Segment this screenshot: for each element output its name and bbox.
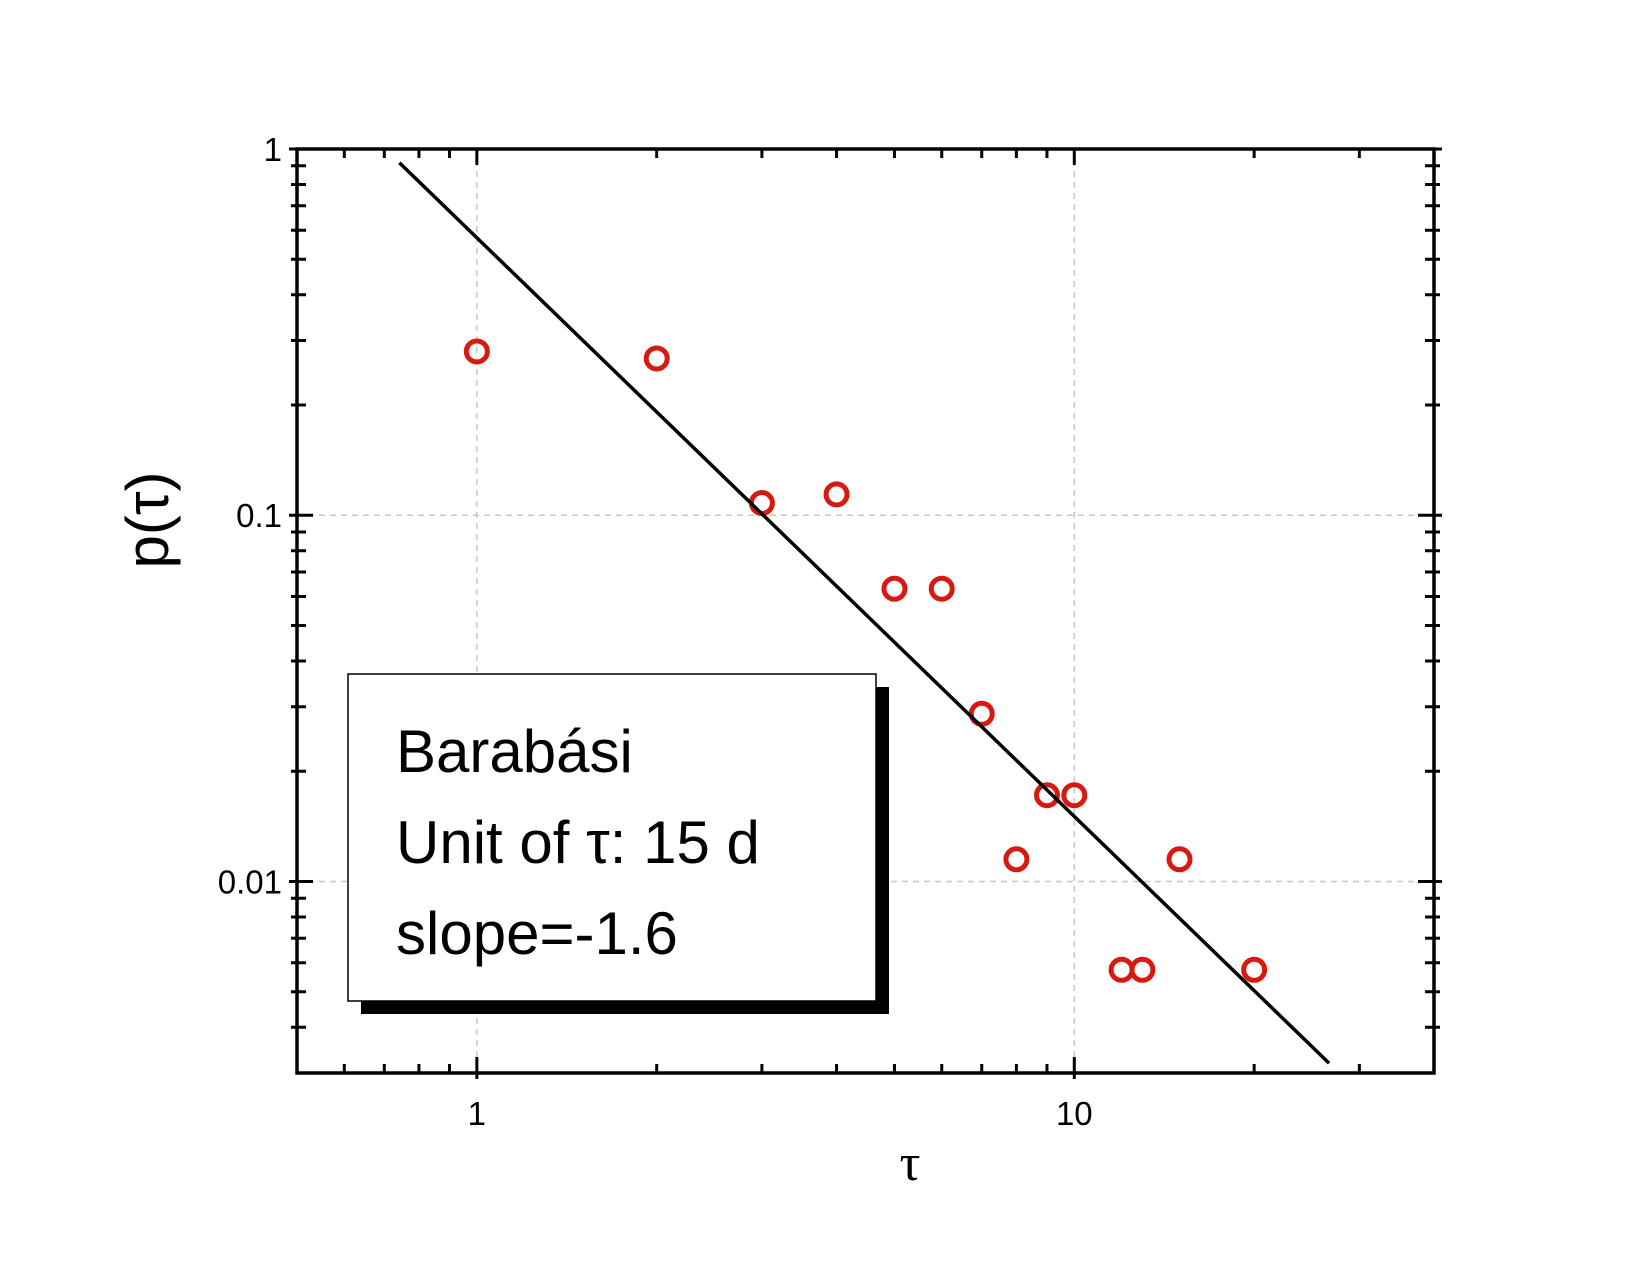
data-point bbox=[968, 700, 995, 727]
data-point bbox=[823, 481, 850, 508]
data-point bbox=[928, 575, 955, 602]
y-tick-label: 0.1 bbox=[236, 497, 282, 534]
y-axis-label: p(τ) bbox=[114, 471, 181, 568]
y-tick-label: 0.01 bbox=[218, 863, 282, 900]
data-point bbox=[1129, 956, 1156, 983]
data-point bbox=[1166, 846, 1193, 873]
x-tick-label: 10 bbox=[1056, 1095, 1093, 1132]
data-point bbox=[643, 345, 670, 372]
data-point bbox=[1108, 956, 1135, 983]
data-point bbox=[1241, 956, 1268, 983]
x-axis-label: τ bbox=[900, 1135, 921, 1192]
annotation-text: slope=-1.6 bbox=[396, 900, 678, 967]
annotation-box bbox=[347, 673, 877, 1002]
x-tick-label: 1 bbox=[468, 1095, 486, 1132]
data-point bbox=[881, 575, 908, 602]
fit-line bbox=[398, 161, 1331, 1065]
data-point bbox=[1033, 782, 1060, 809]
data-point bbox=[463, 338, 490, 365]
annotation-text: Barabási bbox=[396, 718, 633, 785]
data-point bbox=[1003, 846, 1030, 873]
data-point bbox=[748, 490, 775, 517]
annotation-text: Unit of τ: 15 d bbox=[396, 809, 760, 876]
data-point bbox=[1061, 782, 1088, 809]
plot-frame bbox=[295, 147, 1436, 1075]
y-tick-label: 1 bbox=[264, 131, 282, 168]
